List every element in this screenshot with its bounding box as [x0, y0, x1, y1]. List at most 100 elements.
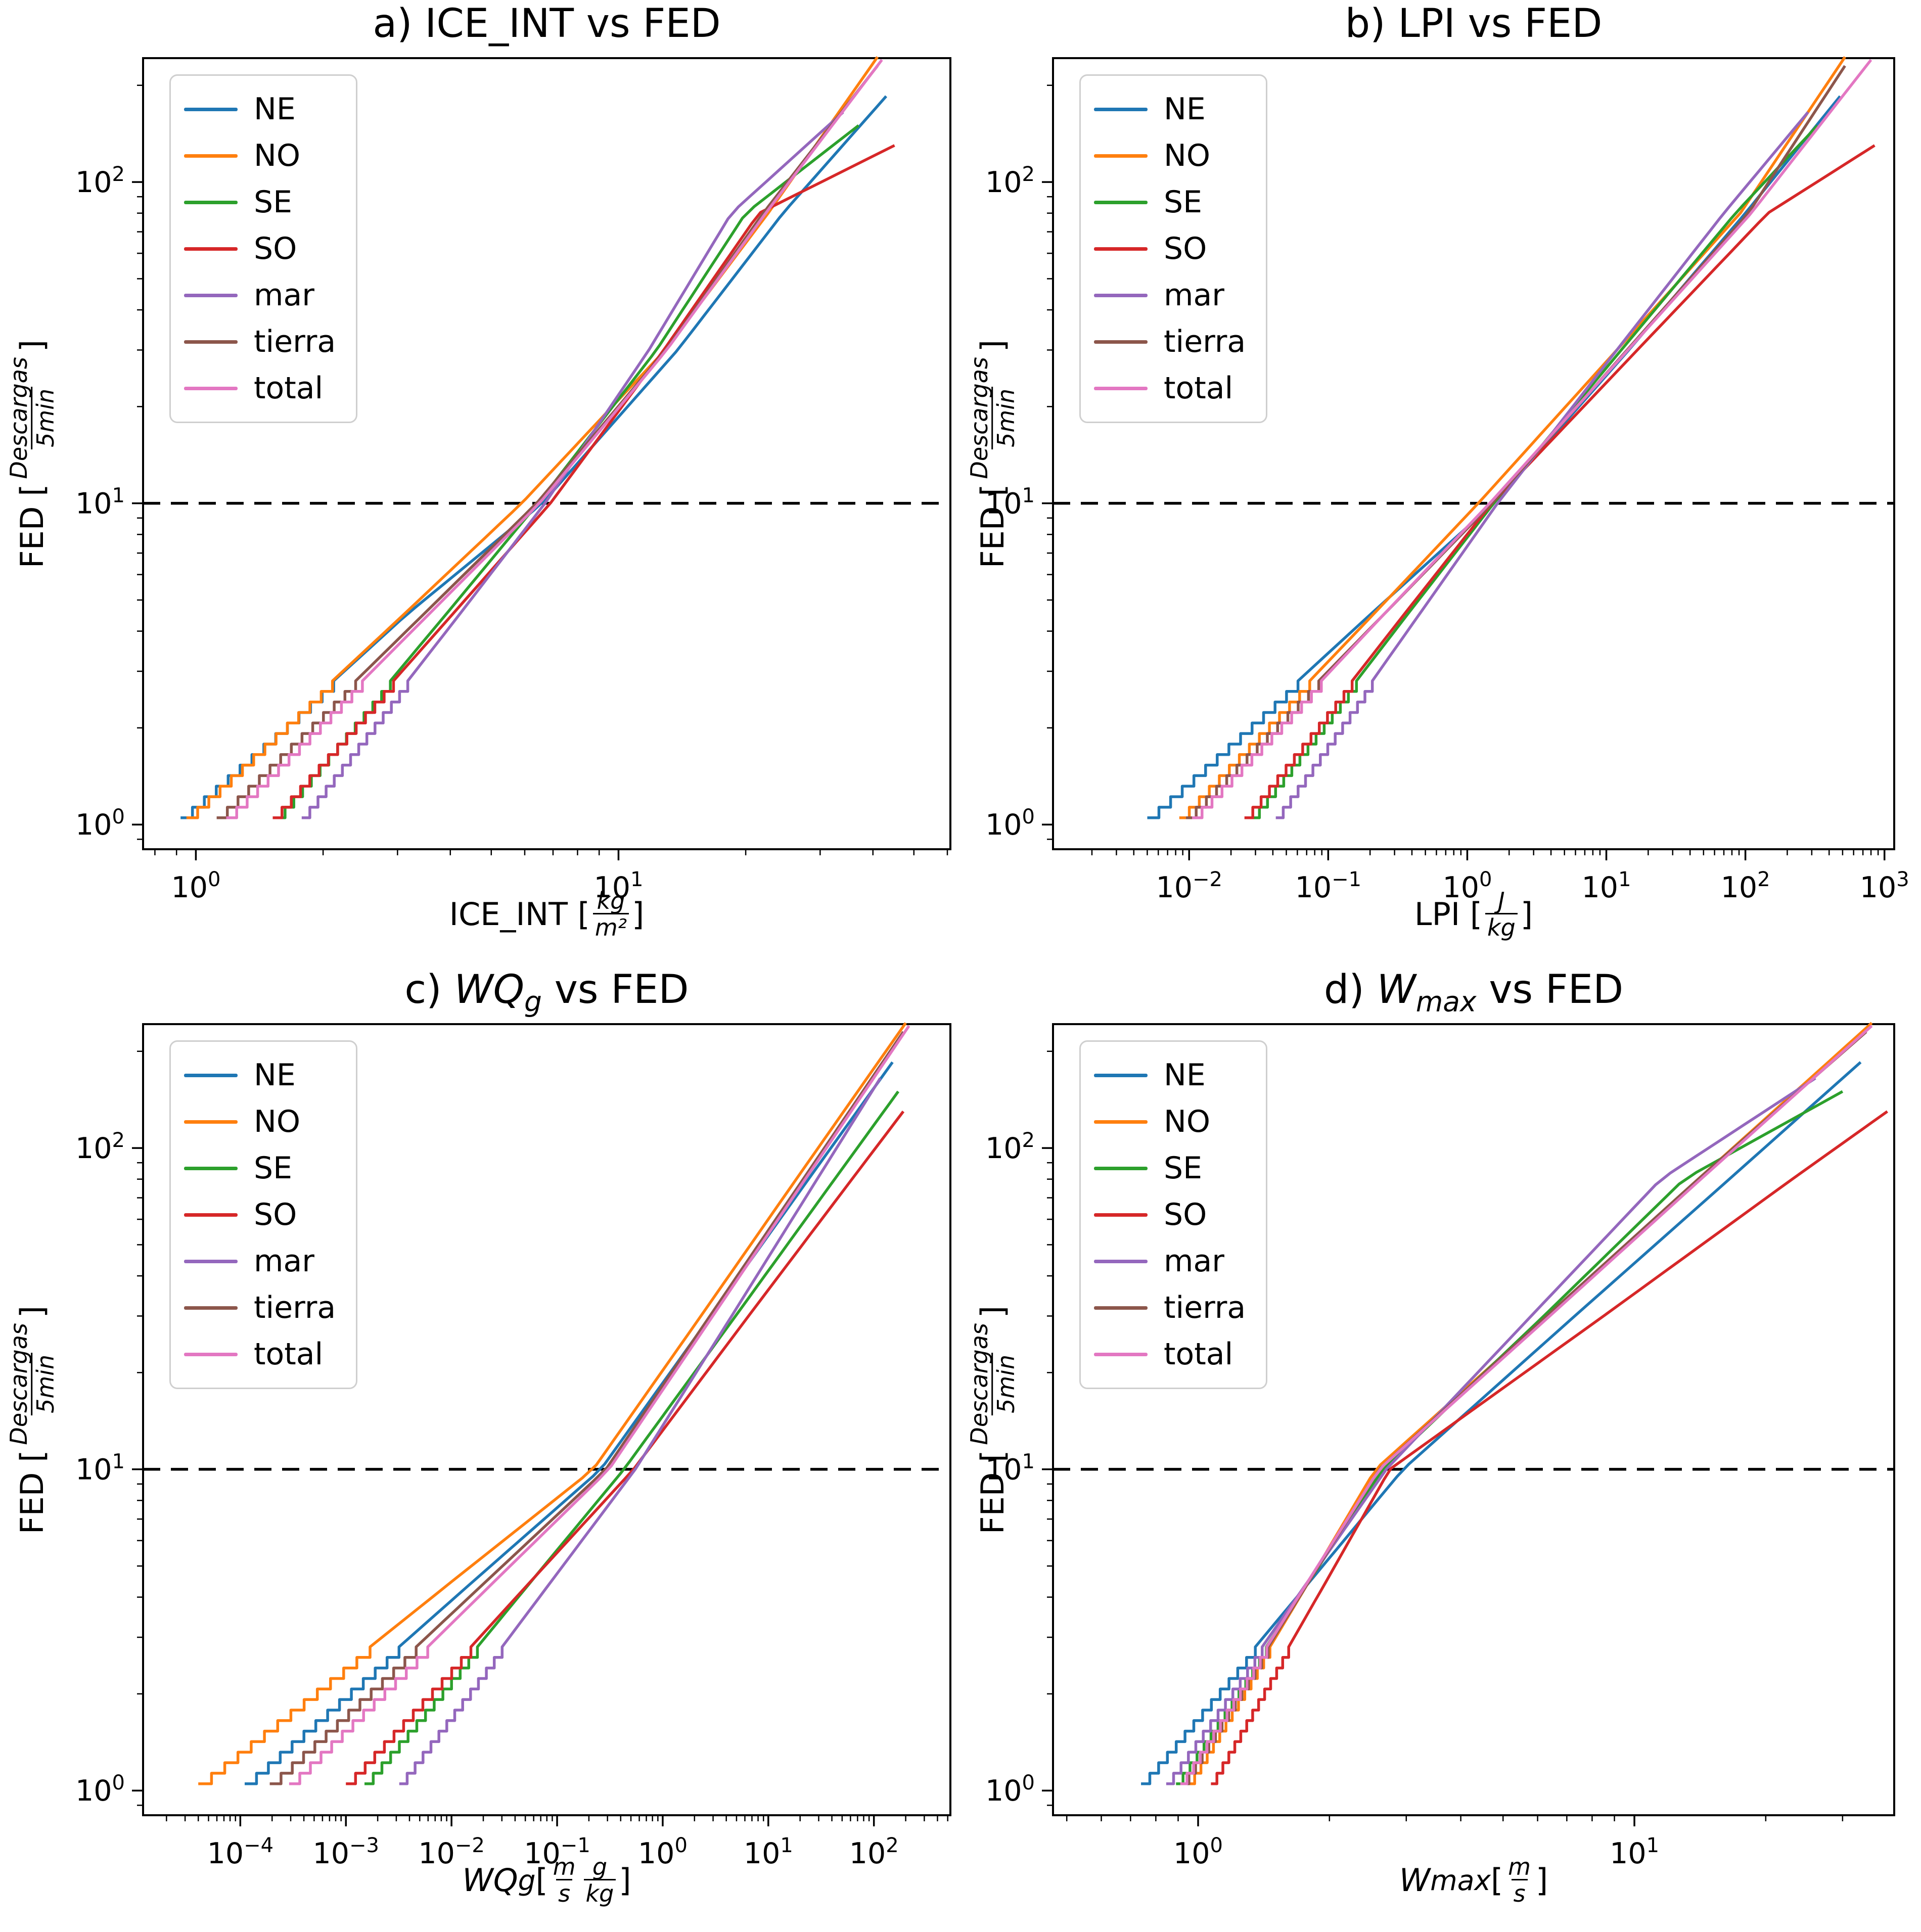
legend-line-icon — [1094, 340, 1148, 344]
legend-item-NE: NE — [1094, 1055, 1246, 1095]
series-line-NO — [1188, 1022, 1873, 1785]
tick-label: 101 — [75, 484, 125, 521]
tick-label: 100 — [985, 805, 1035, 842]
legend-label: mar — [254, 1244, 314, 1279]
legend-item-SE: SE — [184, 182, 336, 222]
series-line-NO — [198, 1022, 907, 1785]
tick-label: 10−2 — [1156, 868, 1223, 904]
legend-item-total: total — [184, 1334, 336, 1374]
legend-line-icon — [184, 1259, 238, 1263]
series-line-mar — [1166, 1077, 1816, 1785]
legend-label: total — [254, 371, 324, 406]
series-line-SO — [346, 1111, 905, 1785]
series-line-tierra — [269, 1031, 905, 1785]
legend-label: SO — [254, 231, 297, 266]
legend-line-icon — [184, 1166, 238, 1170]
x-axis-label: WQ g [m s g kg] — [462, 1853, 631, 1908]
legend-item-mar: mar — [184, 1241, 336, 1281]
legend-item-NO: NO — [1094, 1101, 1246, 1142]
legend-item-total: total — [1094, 1334, 1246, 1374]
legend-label: NE — [1164, 91, 1206, 127]
unit-fraction: Descargas 5min — [5, 357, 60, 479]
plot-d: 100 101 100 101 102 — [985, 1022, 1895, 1870]
legend-line-icon — [1094, 386, 1148, 390]
tick-label: 101 — [744, 1834, 793, 1870]
plot-c: 10−4 10−3 10−2 10−1 100 101 102 100 101 102 — [75, 1022, 951, 1870]
legend-item-NO: NO — [184, 1101, 336, 1142]
legend-label: NE — [254, 1057, 296, 1093]
legend-label: total — [1164, 1337, 1233, 1372]
tick-label: 101 — [75, 1450, 125, 1487]
legend-label: tierra — [1164, 1290, 1246, 1325]
tick-label: 102 — [849, 1834, 899, 1870]
legend-item-SE: SE — [184, 1148, 336, 1188]
series-line-NE — [244, 1061, 894, 1785]
tick-label: 101 — [985, 1450, 1035, 1487]
unit-fraction: g kg — [583, 1855, 616, 1906]
y-axis-label: FED [Descargas 5min] — [966, 1305, 1020, 1535]
legend-label: tierra — [254, 324, 336, 359]
legend-item-SO: SO — [184, 1194, 336, 1235]
series-line-mar — [399, 1077, 882, 1785]
series-line-mar — [301, 111, 844, 819]
y-axis-label: FED [Descargas 5min] — [966, 339, 1020, 569]
tick-label: 100 — [638, 1834, 688, 1870]
legend: NE NO SE SO mar tierra total — [1079, 1040, 1268, 1389]
unit-fraction: kg m² — [592, 889, 629, 940]
legend-line-icon — [184, 340, 238, 344]
legend-line-icon — [184, 1352, 238, 1356]
x-axis-label: ICE_INT [kg m²] — [449, 887, 645, 942]
legend-line-icon — [1094, 1073, 1148, 1077]
legend-line-icon — [184, 200, 238, 204]
tick-label: 102 — [75, 1129, 125, 1165]
legend-item-total: total — [184, 368, 336, 408]
legend-label: tierra — [254, 1290, 336, 1325]
tick-label: 101 — [1610, 1834, 1659, 1870]
legend-line-icon — [184, 107, 238, 111]
tick-label: 10−4 — [207, 1834, 274, 1870]
plot-a: 100 101 100 101 102 — [75, 56, 951, 904]
legend-label: mar — [1164, 278, 1224, 313]
legend-line-icon — [1094, 154, 1148, 158]
legend-label: tierra — [1164, 324, 1246, 359]
legend-item-SE: SE — [1094, 1148, 1246, 1188]
legend-item-NE: NE — [1094, 89, 1246, 129]
series-line-mar — [1275, 111, 1809, 819]
tick-label: 102 — [1721, 868, 1770, 904]
legend-line-icon — [184, 1120, 238, 1124]
legend-item-NE: NE — [184, 1055, 336, 1095]
legend-line-icon — [1094, 200, 1148, 204]
tick-label: 100 — [75, 1771, 125, 1808]
legend-label: total — [1164, 371, 1233, 406]
tick-label: 100 — [1442, 868, 1492, 904]
y-axis-label: FED [Descargas 5min] — [5, 339, 60, 569]
tick-label: 100 — [171, 868, 220, 904]
panel-wqg-vs-fed: 10−4 10−3 10−2 10−1 100 101 102 100 101 102 c) WQg… — [0, 966, 960, 1932]
legend-line-icon — [184, 1213, 238, 1217]
legend-line-icon — [184, 247, 238, 251]
legend: NE NO SE SO mar tierra total — [1079, 74, 1268, 423]
legend-item-total: total — [1094, 368, 1246, 408]
series-line-tierra — [216, 65, 879, 819]
legend-item-tierra: tierra — [1094, 321, 1246, 362]
series-line-total — [226, 59, 883, 819]
legend-line-icon — [1094, 293, 1148, 297]
legend: NE NO SE SO mar tierra total — [169, 1040, 358, 1389]
unit-fraction: Descargas 5min — [966, 1323, 1020, 1445]
legend-label: mar — [254, 278, 314, 313]
series-line-NO — [186, 56, 879, 819]
legend-line-icon — [1094, 247, 1148, 251]
tick-label: 10−2 — [418, 1834, 485, 1870]
legend-item-NO: NO — [184, 135, 336, 176]
legend-label: NO — [254, 1104, 301, 1139]
legend-label: NO — [1164, 1104, 1211, 1139]
unit-fraction: Descargas 5min — [966, 357, 1020, 479]
legend-item-SO: SO — [1094, 1194, 1246, 1235]
tick-label: 101 — [985, 484, 1035, 521]
series-line-NO — [1179, 56, 1846, 819]
legend-line-icon — [1094, 1213, 1148, 1217]
panel-ice-int-vs-fed: 100 101 100 101 102 a) ICE_INT vs FED ICE_INT … — [0, 0, 960, 966]
